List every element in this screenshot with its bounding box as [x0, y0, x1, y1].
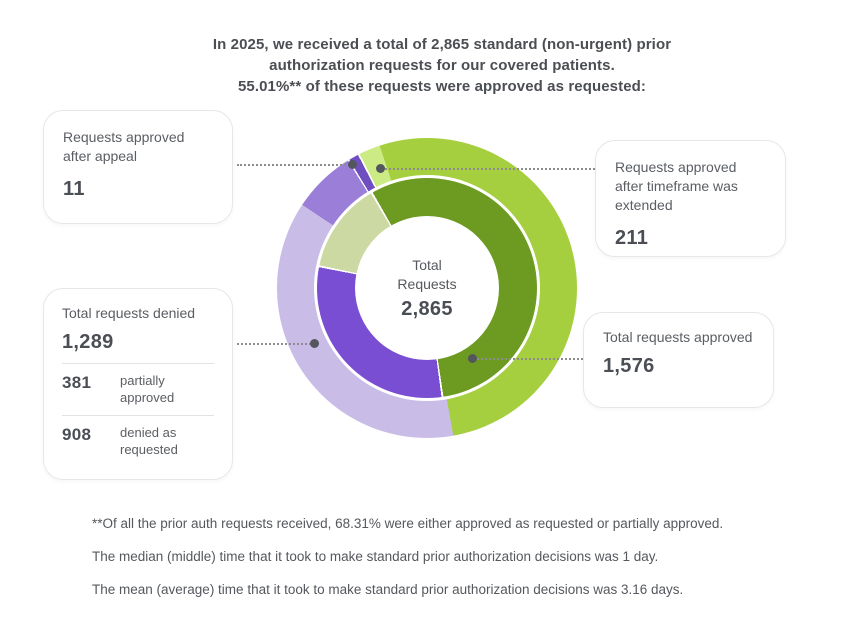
callout-value: 211: [615, 227, 649, 249]
footnote-median-time: The median (middle) time that it took to…: [92, 549, 659, 564]
title-line-3: 55.01%** of these requests were approved…: [237, 78, 647, 95]
callout-approved-after-appeal: Requests approved after appeal 11: [43, 110, 233, 224]
donut-chart: Total Requests 2,865: [277, 138, 577, 438]
center-total-value: 2,865: [401, 297, 453, 320]
connector-dot: [376, 164, 385, 173]
callout-total-denied: Total requests denied 1,289 381 partiall…: [43, 288, 233, 480]
callout-value: 1,289: [62, 331, 114, 353]
donut-center-label: Total Requests 2,865: [355, 216, 499, 360]
denied-subrow-denied-as-requested: 908 denied as requested: [62, 424, 214, 458]
divider: [62, 363, 214, 364]
footnote-mean-time: The mean (average) time that it took to …: [92, 582, 684, 597]
denied-subrow-partially-approved: 381 partially approved: [62, 372, 214, 406]
callout-total-approved: Total requests approved 1,576: [583, 312, 774, 408]
footnotes: **Of all the prior auth requests receive…: [92, 514, 808, 613]
connector-denied: [237, 339, 319, 348]
callout-label: Total requests approved: [603, 329, 753, 345]
callout-value: 11: [63, 178, 85, 200]
subrow-value: 908: [62, 425, 92, 444]
title-line-2: authorization requests for our covered p…: [269, 57, 615, 74]
footnote-approval-pct: **Of all the prior auth requests receive…: [92, 516, 724, 531]
center-label-line1: Total: [412, 256, 442, 273]
title-line-1: In 2025, we received a total of 2,865 st…: [212, 36, 672, 53]
callout-label: Requests approved after appeal: [63, 129, 185, 164]
connector-appeal: [237, 160, 357, 169]
center-label-line2: Requests: [397, 275, 457, 292]
connector-dot: [310, 339, 319, 348]
subrow-label: partially approved: [120, 373, 175, 405]
subrow-label: denied as requested: [120, 425, 178, 457]
connector-dot: [348, 160, 357, 169]
callout-value: 1,576: [603, 355, 655, 377]
connector-dot: [468, 354, 477, 363]
page-title: In 2025, we received a total of 2,865 st…: [120, 34, 764, 97]
connector-timeframe: [376, 164, 595, 173]
subrow-value: 381: [62, 373, 92, 392]
callout-label: Total requests denied: [62, 305, 196, 321]
divider: [62, 415, 214, 416]
callout-label: Requests approved after timeframe was ex…: [615, 159, 738, 213]
callout-approved-after-timeframe: Requests approved after timeframe was ex…: [595, 140, 786, 257]
connector-approved: [468, 354, 583, 363]
